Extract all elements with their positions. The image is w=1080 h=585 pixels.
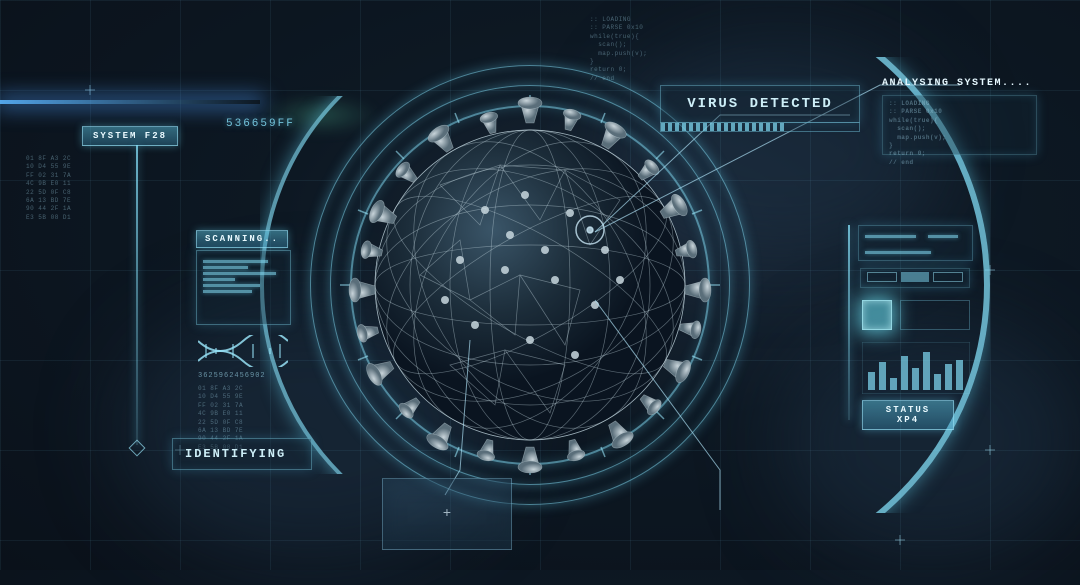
virus-detected-label: VIRUS DETECTED (687, 96, 833, 112)
decor-code-top: :: LOADING :: PARSE 0x10 while(true){ sc… (590, 16, 647, 83)
decor-code-left: 01 8F A3 2C 10 D4 55 9E FF 02 31 7A 4C 9… (26, 155, 71, 222)
status-badge: STATUS XP4 (862, 400, 954, 430)
sequence-label: 3625962456902 (198, 372, 266, 382)
analysing-label: ANALYSING SYSTEM.... (882, 78, 1032, 89)
crosshair-icon: + (443, 506, 451, 522)
dna-icon (198, 335, 288, 367)
lens-flare (0, 100, 260, 104)
virus-progress (660, 122, 860, 132)
identifying-label: IDENTIFYING (185, 447, 286, 461)
code-readout: 536659FF (226, 118, 295, 130)
glow-indicator (862, 300, 892, 330)
virus-detected-panel: VIRUS DETECTED (660, 85, 860, 123)
right-panel-1 (858, 225, 973, 261)
grid-cross (85, 85, 95, 95)
scanning-badge: SCANNING.. (196, 230, 288, 248)
screen-box: + (382, 478, 512, 550)
virus-model (320, 75, 740, 495)
right-panel-2 (860, 268, 970, 288)
identifying-panel: IDENTIFYING (172, 438, 312, 470)
scanning-panel (196, 250, 291, 325)
right-vline (848, 225, 850, 420)
mini-barchart (862, 342, 970, 394)
system-badge: SYSTEM F28 (82, 126, 178, 146)
right-box-outline (900, 300, 970, 330)
analysing-panel: :: LOADING :: PARSE 0x10 while(true){ sc… (882, 95, 1037, 155)
left-vline (136, 145, 138, 445)
